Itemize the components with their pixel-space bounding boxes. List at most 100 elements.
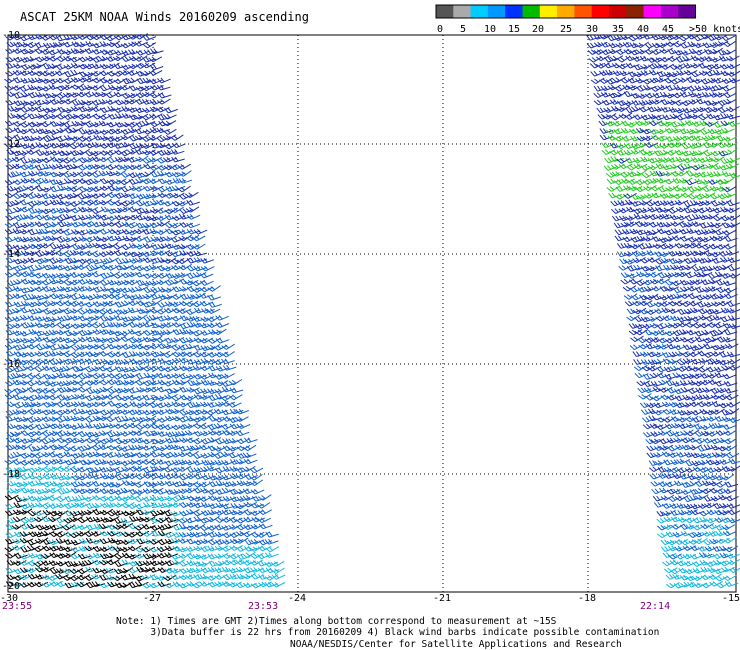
wind-barb: [78, 186, 93, 193]
wind-barb: [77, 423, 91, 429]
wind-barb: [48, 220, 62, 228]
wind-barb: [681, 99, 695, 107]
wind-barb: [98, 322, 113, 329]
wind-barb: [236, 438, 251, 445]
wind-barb: [177, 185, 191, 193]
wind-barb: [92, 388, 107, 394]
wind-barb: [5, 415, 20, 422]
wind-barb: [719, 560, 734, 567]
wind-barb: [48, 278, 63, 285]
wind-barb: [11, 487, 25, 494]
wind-barb: [134, 41, 149, 47]
wind-barb: [148, 567, 163, 573]
wind-barb: [199, 322, 214, 329]
wind-barb: [19, 236, 34, 243]
wind-barb: [718, 164, 733, 171]
wind-barb: [165, 437, 179, 444]
wind-barb: [113, 315, 128, 321]
wind-barb: [98, 114, 113, 121]
wind-barb: [48, 359, 63, 366]
wind-barb: [48, 91, 63, 99]
wind-barb: [90, 350, 105, 358]
wind-barb: [85, 423, 99, 429]
wind-barb: [222, 365, 237, 371]
wind-barb: [157, 431, 171, 437]
colorbar-swatch: [539, 5, 558, 18]
wind-barb: [91, 156, 106, 162]
wind-barb: [632, 307, 647, 315]
wind-barb: [83, 84, 98, 91]
wind-barb: [55, 502, 70, 509]
wind-barb: [106, 40, 121, 48]
wind-barb: [156, 215, 170, 222]
wind-barb: [34, 99, 48, 106]
wind-barb: [20, 307, 34, 314]
wind-barb: [69, 294, 84, 301]
wind-barb: [200, 330, 214, 336]
wind-barb: [13, 351, 28, 357]
wind-barb: [155, 438, 170, 445]
wind-barb: [113, 351, 127, 358]
wind-barb: [98, 467, 113, 473]
wind-barb: [20, 78, 35, 84]
wind-barb: [148, 149, 163, 156]
wind-barb: [726, 63, 740, 70]
wind-barb: [228, 452, 242, 459]
colorbar-label: 30: [586, 24, 598, 35]
wind-barb: [55, 35, 70, 42]
wind-barb: [41, 365, 56, 372]
time-label-mid: 23:53: [248, 601, 278, 612]
wind-barb: [68, 142, 83, 150]
wind-barb: [55, 417, 70, 423]
wind-barb: [28, 329, 42, 335]
wind-barb: [63, 98, 77, 105]
wind-barb: [659, 149, 674, 156]
wind-barb: [63, 135, 78, 141]
wind-barb: [77, 199, 92, 206]
wind-barb: [727, 509, 740, 516]
wind-barb: [76, 415, 91, 422]
wind-barb: [85, 409, 100, 416]
wind-barb: [121, 64, 135, 71]
wind-barb: [25, 423, 40, 431]
wind-barb: [178, 213, 193, 220]
wind-barb: [99, 229, 113, 235]
wind-barb: [47, 321, 62, 328]
wind-barb: [4, 494, 19, 501]
wind-barb: [148, 192, 163, 199]
wind-barb: [26, 431, 40, 438]
wind-barb: [91, 128, 106, 135]
wind-barb: [41, 249, 56, 256]
wind-barb: [33, 401, 48, 408]
wind-barb: [5, 309, 20, 315]
wind-barb: [107, 106, 121, 112]
wind-barb: [13, 93, 27, 99]
wind-barb: [127, 459, 142, 465]
wind-barb: [149, 106, 164, 112]
wind-barb: [27, 279, 42, 285]
wind-barb: [141, 170, 155, 178]
wind-barb: [62, 107, 77, 114]
wind-barb: [186, 222, 200, 229]
wind-barb: [105, 300, 120, 307]
wind-barb: [26, 56, 40, 62]
wind-barb: [701, 474, 715, 481]
wind-barb: [85, 294, 100, 301]
wind-barb: [106, 235, 121, 242]
wind-barb: [48, 84, 63, 90]
wind-barb: [191, 235, 206, 242]
wind-barb: [98, 170, 113, 177]
wind-barb: [724, 495, 739, 502]
wind-barb: [69, 379, 84, 386]
wind-barb: [126, 279, 141, 286]
wind-barb: [100, 358, 114, 365]
wind-barb: [150, 438, 165, 445]
wind-barb: [62, 34, 77, 41]
wind-barb: [47, 394, 62, 401]
wind-barb: [90, 264, 105, 270]
wind-barb: [120, 279, 135, 286]
wind-barb: [150, 236, 165, 243]
wind-barb: [178, 357, 193, 364]
wind-barb: [13, 135, 28, 141]
wind-barb: [149, 185, 164, 192]
